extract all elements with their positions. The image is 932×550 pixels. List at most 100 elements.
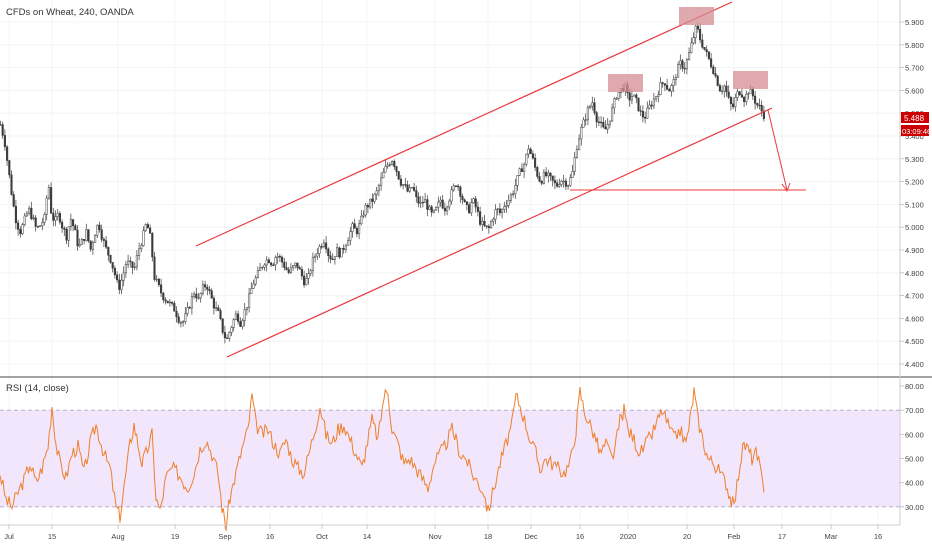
candle-body (226, 337, 229, 339)
candle-body (714, 73, 717, 77)
rsi-pane[interactable] (0, 387, 900, 531)
candle-body (184, 313, 187, 322)
price-tick-label: 4.400 (905, 360, 924, 369)
candle-body (219, 310, 222, 319)
time-tick-label: 17 (778, 532, 786, 541)
candle-body (655, 96, 658, 100)
candle-body (692, 37, 695, 44)
candle-body (428, 206, 431, 210)
candle-body (630, 95, 633, 101)
candle-body (96, 224, 99, 236)
candle-body (21, 224, 24, 235)
candle-body (402, 184, 405, 186)
candle-body (292, 265, 295, 269)
resistance-box-2[interactable] (679, 7, 714, 25)
candle-body (542, 171, 545, 184)
candle-body (65, 229, 68, 241)
candle-body (520, 168, 523, 172)
time-tick-label: Feb (728, 532, 741, 541)
candle-body (208, 289, 211, 292)
candle-body (593, 102, 596, 113)
projection-arrow-line[interactable] (767, 109, 788, 191)
time-tick-label: Mar (825, 532, 838, 541)
candle-body (195, 293, 198, 299)
candle-body (674, 77, 677, 80)
candle-body (503, 206, 506, 210)
candle-body (78, 244, 81, 247)
candle-body (173, 303, 176, 312)
candle-body (580, 127, 583, 140)
candle-body (45, 197, 48, 215)
candle-body (564, 180, 567, 187)
candle-body (182, 321, 185, 323)
candle-body (197, 297, 200, 299)
candle-body (171, 301, 174, 304)
candle-body (690, 42, 693, 53)
candle-body (175, 311, 178, 318)
last-price-badge (901, 112, 929, 123)
candle-body (14, 205, 17, 224)
candle-body (602, 121, 605, 128)
candle-body (331, 258, 334, 260)
candle-body (688, 52, 691, 60)
candle-body (591, 102, 594, 107)
time-axis[interactable]: Jul 15 Aug 19 Sep 16 Oct 14 Nov 18 Dec 16 2020 20 Feb 1… (4, 525, 882, 541)
candle-body (12, 194, 15, 207)
candle-body (344, 245, 347, 250)
drawings[interactable] (195, 1, 806, 358)
rsi-tick-label: 50.00 (905, 455, 924, 464)
candle-body (573, 157, 576, 172)
candle-body (613, 98, 616, 109)
candle-body (507, 200, 510, 206)
candle-body (683, 67, 686, 70)
candle-body (94, 234, 97, 243)
rsi-tick-label: 60.00 (905, 430, 924, 439)
candle-body (666, 85, 669, 90)
channel-upper-line[interactable] (195, 1, 733, 247)
candle-body (505, 205, 508, 207)
candle-body (166, 300, 169, 304)
candle-body (661, 82, 664, 84)
candle-body (193, 293, 196, 297)
candle-body (571, 171, 574, 178)
chart-title: CFDs on Wheat, 240, OANDA (6, 7, 134, 18)
candle-body (518, 168, 521, 176)
candle-body (707, 51, 710, 59)
rsi-band (0, 410, 900, 507)
time-tick-label: 16 (874, 532, 882, 541)
candle-body (34, 217, 37, 227)
time-tick-label: Aug (111, 532, 124, 541)
candle-body (718, 85, 721, 92)
candle-body (406, 184, 409, 192)
candle-body (188, 307, 191, 309)
candle-body (496, 208, 499, 210)
candle-body (155, 278, 158, 281)
candle-body (681, 60, 684, 69)
candle-body (43, 214, 46, 223)
time-tick-label: 19 (171, 532, 179, 541)
rsi-axis[interactable]: 80.00 70.00 60.00 50.00 40.00 30.00 (900, 382, 924, 512)
candle-body (142, 230, 145, 246)
candle-body (151, 233, 154, 258)
channel-lower-line[interactable] (226, 107, 773, 358)
candle-body (419, 201, 422, 204)
time-tick-label: Jul (4, 532, 14, 541)
candle-body (525, 153, 528, 165)
candle-body (100, 229, 103, 240)
candle-body (153, 256, 156, 280)
time-tick-label: Sep (218, 532, 231, 541)
candle-body (366, 204, 369, 208)
candle-body (430, 206, 433, 213)
resistance-box-3[interactable] (733, 71, 768, 89)
candle-body (694, 25, 697, 39)
candle-body (30, 207, 33, 219)
resistance-box-1[interactable] (608, 74, 643, 92)
candle-body (657, 94, 660, 97)
price-tick-label: 4.500 (905, 337, 924, 346)
candle-body (69, 219, 72, 228)
candle-body (721, 90, 724, 93)
candle-body (120, 279, 123, 290)
candle-body (553, 180, 556, 184)
candle-body (723, 85, 726, 92)
